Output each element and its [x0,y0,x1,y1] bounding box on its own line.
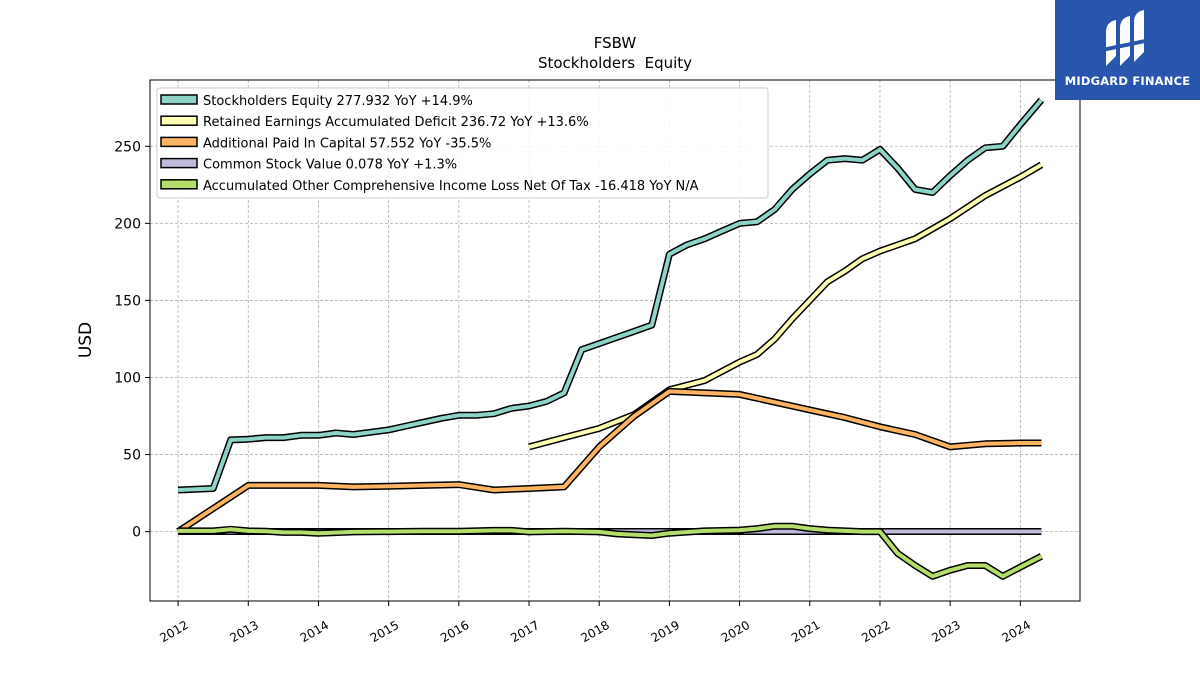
legend-swatch [160,94,198,105]
legend-box [156,87,769,199]
legend-swatch [160,157,198,169]
legend-item: Retained Earnings Accumulated Deficit 23… [160,115,589,130]
legend-label: Common Stock Value 0.078 YoY +1.3% [203,158,457,173]
legend-swatch [160,115,198,126]
brand-logo: MIDGARD FINANCE [1055,0,1200,100]
x-tick-label: 2023 [929,618,962,645]
plot-frame [149,79,1081,602]
legend-swatch [160,179,198,190]
x-tick-label: 2021 [789,618,822,645]
x-tick-label: 2014 [298,618,331,645]
x-tick-label: 2024 [1000,618,1033,645]
legend-label: Additional Paid In Capital 57.552 YoY -3… [203,136,491,151]
legend-label: Accumulated Other Comprehensive Income L… [203,179,699,194]
y-tick-label: 100 [114,370,141,386]
series-line-4 [178,522,1043,580]
x-tick-label: 2015 [368,618,401,645]
series-outline [176,387,1042,535]
midgard-logo-icon [1101,10,1150,66]
legend-item: Common Stock Value 0.078 YoY +1.3% [160,157,457,173]
series-stroke [178,524,1043,579]
brand-name: MIDGARD FINANCE [1064,74,1191,88]
chart-subtitle: Stockholders Equity [538,54,692,72]
series-stroke [177,389,1042,534]
series-line-0 [177,97,1045,494]
y-axis-label: USD [76,322,96,358]
legend-label: Stockholders Equity 277.932 YoY +14.9% [203,94,473,109]
x-tick-label: 2013 [228,618,261,645]
legend-item: Stockholders Equity 277.932 YoY +14.9% [160,94,473,109]
chart-title: FSBW [594,34,637,52]
x-tick-label: 2017 [508,618,541,645]
y-tick-label: 150 [114,293,141,309]
x-tick-label: 2016 [438,618,471,645]
y-tick-label: 50 [123,448,141,464]
x-tick-label: 2019 [649,618,682,645]
x-tick-label: 2012 [157,618,190,645]
y-tick-label: 0 [132,525,141,541]
series-layer [176,97,1045,580]
legend-label: Retained Earnings Accumulated Deficit 23… [203,115,589,130]
x-tick-label: 2018 [578,618,611,645]
y-tick-label: 200 [114,216,141,232]
axes: 0 50 100 150 200 250 2012 2013 2014 2015 2016 2017 2… [114,139,1033,645]
legend-item: Accumulated Other Comprehensive Income L… [160,179,699,194]
series-stroke [178,98,1043,492]
legend: Stockholders Equity 277.932 YoY +14.9% Re… [156,87,769,199]
series-line-2 [176,387,1042,535]
legend-swatch [160,136,198,148]
legend-item: Additional Paid In Capital 57.552 YoY -3… [160,136,491,151]
y-tick-label: 250 [114,139,141,155]
x-tick-label: 2020 [719,618,752,645]
x-tick-label: 2022 [859,618,892,645]
